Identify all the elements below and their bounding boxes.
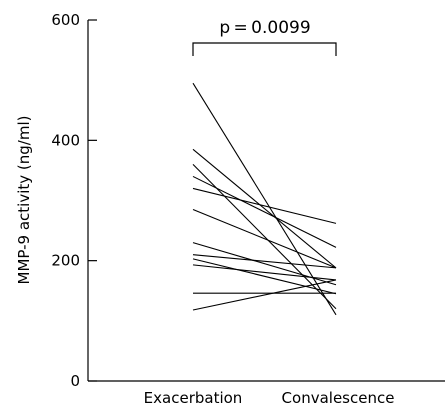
y-tick-label-200: 200 [51, 252, 80, 270]
y-axis-label: MMP-9 activity (ng/ml) [15, 116, 33, 285]
subject-line-4 [192, 175, 337, 248]
y-tick-label-600: 600 [51, 11, 80, 29]
x-category-label-convalescence: Convalescence [282, 389, 395, 407]
subject-line-10 [192, 264, 337, 281]
subject-line-12 [192, 279, 337, 311]
subject-line-1 [192, 82, 337, 316]
x-category-label-exacerbation: Exacerbation [144, 389, 243, 407]
subject-line-6 [192, 209, 337, 269]
subject-line-9 [192, 258, 337, 295]
y-ticks: 0 200 400 600 [51, 11, 97, 390]
significance-bracket [192, 42, 337, 56]
subject-line-5 [192, 187, 337, 224]
y-tick-label-400: 400 [51, 131, 80, 149]
paired-lines [192, 82, 337, 316]
subject-line-8 [192, 254, 337, 269]
p-value-annotation: p = 0.0099 [219, 18, 310, 38]
y-tick-label-0: 0 [70, 372, 80, 390]
subject-line-2 [192, 148, 337, 269]
